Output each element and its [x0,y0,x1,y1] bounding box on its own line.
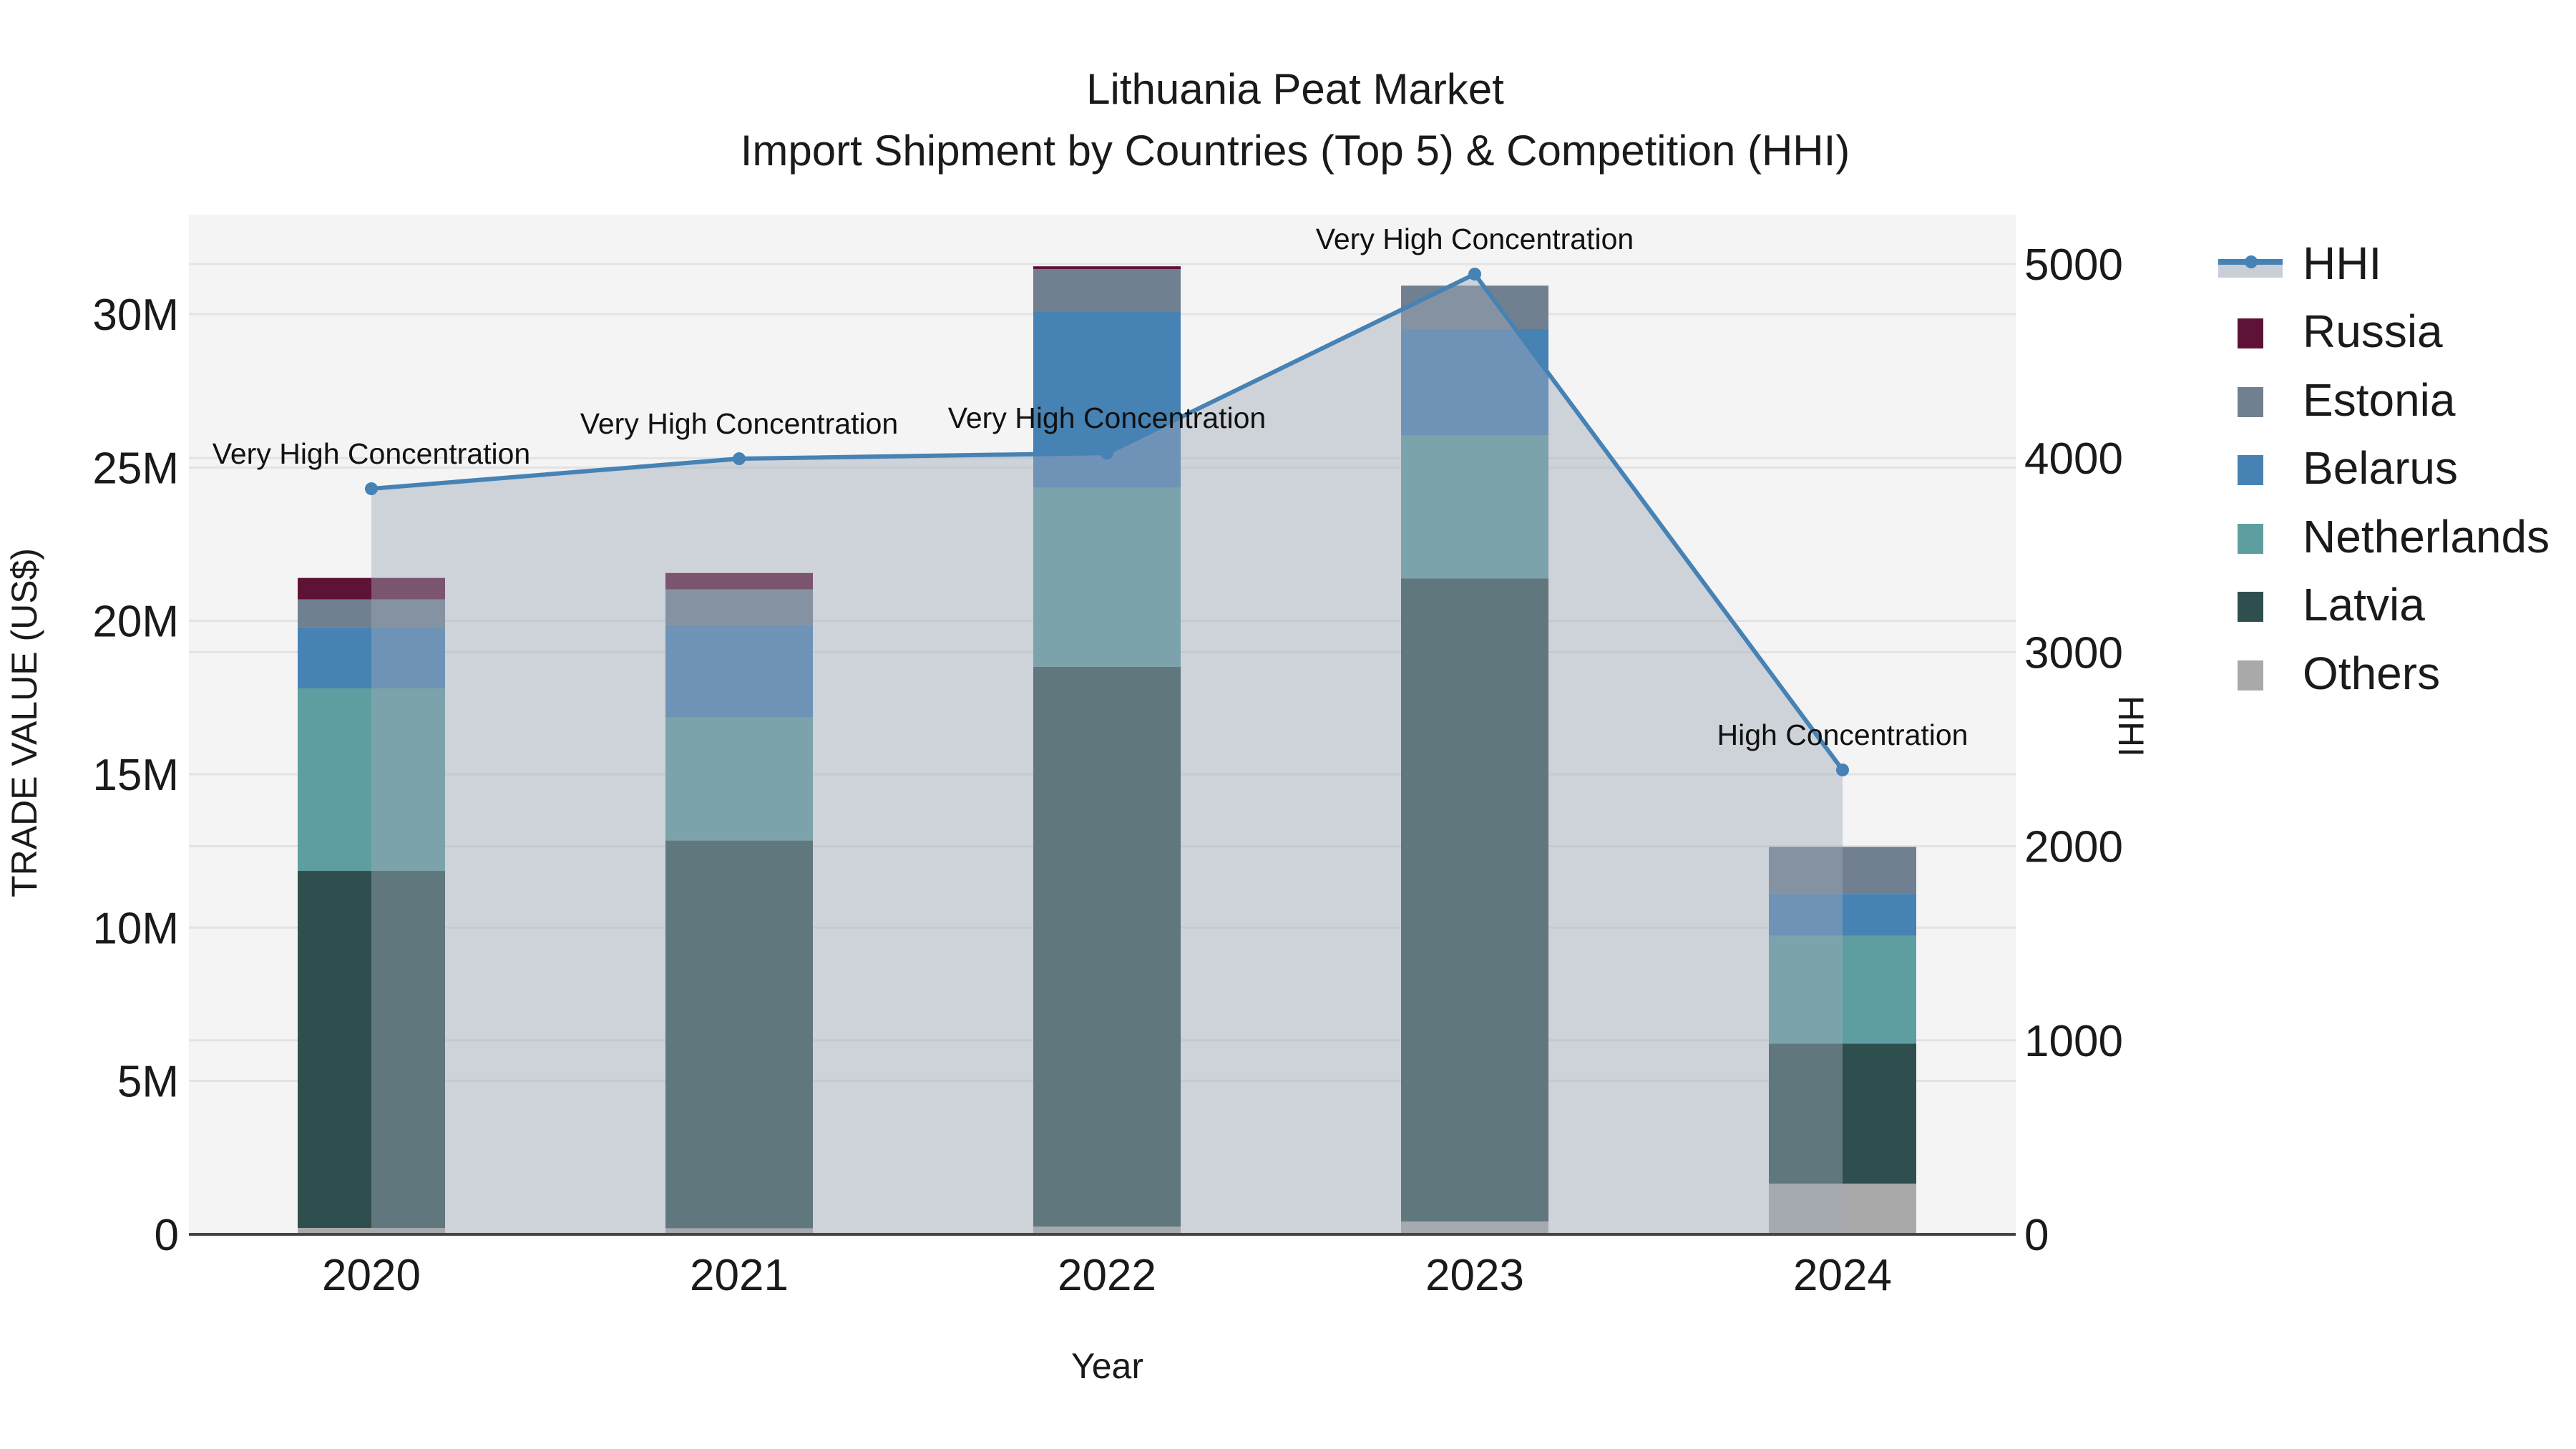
hhi-annotation: Very High Concentration [580,407,898,440]
chart-title: Lithuania Peat Market [1086,65,1504,113]
x-tick-label: 2023 [1425,1251,1524,1300]
bar-segment-latvia[interactable] [1401,578,1548,1221]
y-left-tick-label: 25M [92,444,179,493]
y-left-tick-label: 5M [117,1058,179,1107]
color-swatch-icon [2218,652,2283,695]
color-swatch-icon [2218,583,2283,626]
bar-segment-netherlands[interactable] [1401,435,1548,579]
hhi-point[interactable] [365,482,378,496]
hhi-annotation: Very High Concentration [213,437,530,470]
bar-segment-netherlands[interactable] [1033,487,1181,667]
legend-label: Estonia [2303,374,2456,426]
legend-label: Others [2303,647,2441,699]
legend-item-others[interactable]: Others [2218,639,2550,708]
hhi-annotation: Very High Concentration [1316,223,1634,255]
bar-segment-estonia[interactable] [1401,286,1548,330]
legend-item-latvia[interactable]: Latvia [2218,571,2550,640]
bar-segment-belarus[interactable] [1401,329,1548,436]
x-tick-label: 2020 [322,1251,421,1300]
legend-item-estonia[interactable]: Estonia [2218,366,2550,434]
hhi-point[interactable] [733,452,746,466]
bar-segment-belarus[interactable] [665,625,813,718]
bar-segment-others[interactable] [1769,1184,1916,1234]
bar-segment-estonia[interactable] [298,599,445,628]
bar-segment-latvia[interactable] [665,840,813,1229]
y-right-tick-label: 2000 [2024,823,2123,872]
line-marker-icon [2218,242,2283,285]
y-right-tick-label: 5000 [2024,240,2123,290]
legend-item-belarus[interactable]: Belarus [2218,434,2550,503]
bar-stack-2021 [665,572,813,1234]
y-left-tick-label: 0 [155,1211,179,1260]
color-swatch-icon [2218,310,2283,353]
y-left-tick-label: 20M [92,597,179,647]
bar-segment-belarus[interactable] [1769,894,1916,936]
hhi-point[interactable] [1468,268,1481,281]
y-right-tick-label: 0 [2024,1211,2049,1260]
bar-segment-netherlands[interactable] [665,717,813,841]
color-swatch-icon [2218,447,2283,489]
bar-stack-2020 [298,577,445,1234]
bar-segment-latvia[interactable] [298,871,445,1228]
bar-segment-russia[interactable] [1033,266,1181,269]
bar-segment-netherlands[interactable] [1769,935,1916,1044]
hhi-point[interactable] [1101,447,1113,460]
legend-label: HHI [2303,237,2382,289]
bar-segment-others[interactable] [298,1227,445,1234]
bar-segment-others[interactable] [1033,1226,1181,1234]
bar-segment-estonia[interactable] [1033,268,1181,312]
y-right-tick-label: 3000 [2024,628,2123,678]
legend-label: Latvia [2303,579,2425,631]
y-left-tick-label: 30M [92,291,179,340]
y-left-tick-label: 15M [92,751,179,800]
hhi-point[interactable] [1836,763,1849,777]
bar-stack-2024 [1769,847,1916,1234]
chart-subtitle: Import Shipment by Countries (Top 5) & C… [740,127,1850,175]
x-axis-title: Year [1070,1346,1144,1386]
bar-segment-others[interactable] [665,1228,813,1234]
x-tick-label: 2022 [1058,1251,1156,1300]
legend-label: Netherlands [2303,510,2550,562]
hhi-annotation: Very High Concentration [948,401,1266,434]
y-left-tick-label: 10M [92,904,179,953]
bar-segment-others[interactable] [1401,1221,1548,1234]
bar-segment-russia[interactable] [298,577,445,600]
legend: HHI Russia Estonia Belarus Netherlands Latvia… [2218,229,2550,708]
y-axis-right-title: HHI [2111,695,2151,758]
bar-stack-2023 [1401,286,1548,1234]
bar-segment-latvia[interactable] [1033,666,1181,1227]
y-right-tick-label: 1000 [2024,1017,2123,1066]
bar-segment-latvia[interactable] [1769,1043,1916,1184]
x-tick-label: 2021 [690,1251,789,1300]
legend-label: Russia [2303,306,2443,358]
y-axis-left-title: TRADE VALUE (US$) [4,547,44,898]
x-tick-label: 2024 [1793,1251,1892,1300]
y-right-tick-label: 4000 [2024,434,2123,484]
hhi-area [371,274,1843,1234]
color-swatch-icon [2218,379,2283,421]
legend-item-netherlands[interactable]: Netherlands [2218,502,2550,571]
color-swatch-icon [2218,515,2283,558]
legend-item-russia[interactable]: Russia [2218,298,2550,366]
bar-segment-netherlands[interactable] [298,688,445,872]
bar-segment-estonia[interactable] [1769,847,1916,894]
bar-segment-belarus[interactable] [298,627,445,688]
legend-label: Belarus [2303,442,2458,494]
bar-segment-estonia[interactable] [665,589,813,625]
legend-item-hhi[interactable]: HHI [2218,229,2550,298]
hhi-annotation: High Concentration [1717,718,1968,751]
bar-segment-russia[interactable] [665,572,813,590]
